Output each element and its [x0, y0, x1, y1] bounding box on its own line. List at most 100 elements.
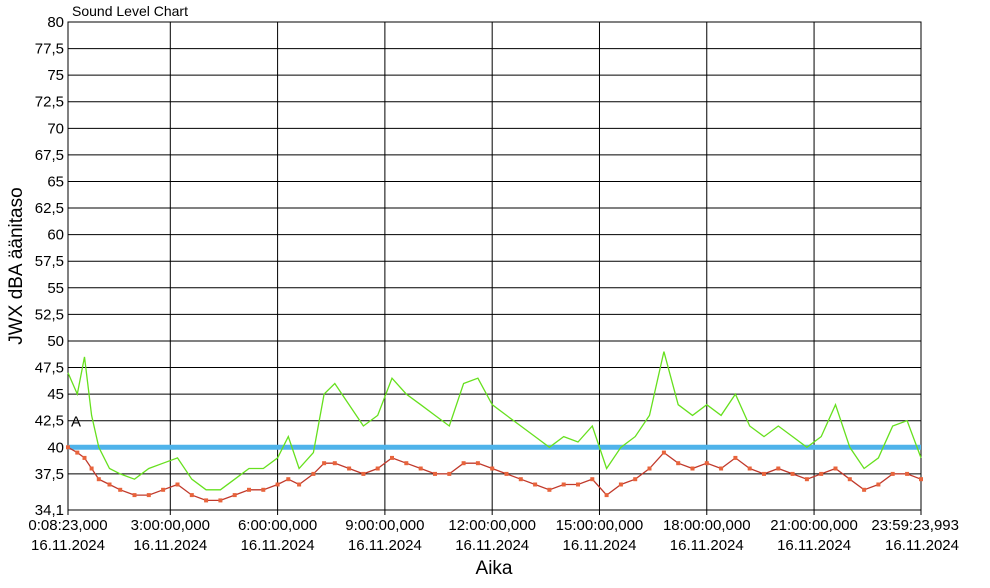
data-point	[461, 461, 466, 466]
x-tick-date: 16.11.2024	[670, 537, 744, 554]
data-point	[132, 493, 137, 498]
data-point	[347, 466, 352, 471]
y-tick-label: 60	[47, 227, 64, 244]
y-tick-label: 37,5	[35, 466, 64, 483]
y-tick-label: 62,5	[35, 200, 64, 217]
data-point	[475, 461, 480, 466]
data-point	[676, 461, 681, 466]
marker-a-label: A	[71, 414, 81, 431]
data-point	[82, 455, 87, 460]
data-point	[332, 461, 337, 466]
x-tick-date: 16.11.2024	[777, 537, 851, 554]
data-point	[618, 482, 623, 487]
data-point	[833, 466, 838, 471]
x-tick-time: 3:00:00,000	[131, 517, 210, 534]
data-point	[66, 445, 70, 450]
data-point	[107, 482, 112, 487]
data-point	[719, 466, 724, 471]
data-point	[762, 471, 766, 476]
data-point	[876, 482, 881, 487]
y-tick-label: 72,5	[35, 94, 64, 111]
y-tick-label: 67,5	[35, 147, 64, 164]
x-tick-labels: 0:08:23,000 16.11.2024 3:00:00,000 16.11.20…	[28, 517, 959, 554]
data-point	[161, 487, 166, 492]
data-point	[590, 477, 595, 482]
data-point	[819, 471, 824, 476]
data-point	[790, 471, 795, 476]
data-point	[661, 450, 666, 455]
y-tick-label: 65	[47, 173, 64, 190]
y-tick-label: 34,1	[35, 502, 64, 519]
data-point	[311, 471, 316, 476]
x-tick-date: 16.11.2024	[31, 537, 105, 554]
data-point	[447, 471, 452, 476]
plot-background	[67, 21, 922, 511]
data-point	[862, 487, 867, 492]
data-point	[547, 487, 552, 492]
data-point	[146, 493, 151, 498]
y-tick-label: 77,5	[35, 41, 64, 58]
x-tick-time: 0:08:23,000	[28, 517, 107, 534]
data-point	[776, 466, 781, 471]
data-point	[204, 498, 209, 503]
data-point	[561, 482, 566, 487]
data-point	[518, 477, 523, 482]
data-point	[218, 498, 223, 503]
y-tick-label: 80	[47, 14, 64, 31]
y-tick-label: 42,5	[35, 413, 64, 430]
data-point	[533, 482, 538, 487]
data-point	[286, 477, 291, 482]
x-tick-date: 16.11.2024	[133, 537, 207, 554]
data-point	[905, 471, 910, 476]
x-tick-time: 12:00:00,000	[448, 517, 536, 534]
data-point	[504, 471, 509, 476]
data-point	[890, 471, 895, 476]
y-tick-label: 45	[47, 386, 64, 403]
data-point	[847, 477, 852, 482]
x-tick-date: 16.11.2024	[562, 537, 636, 554]
x-tick-date: 16.11.2024	[241, 537, 315, 554]
data-point	[96, 477, 101, 482]
grid	[67, 21, 922, 515]
data-point	[690, 466, 695, 471]
data-point	[747, 466, 752, 471]
data-point	[297, 482, 302, 487]
data-point	[375, 466, 380, 471]
y-tick-label: 70	[47, 120, 64, 137]
data-point	[919, 477, 923, 482]
series-max-line	[67, 351, 922, 491]
x-tick-time: 9:00:00,000	[345, 517, 424, 534]
data-point	[390, 455, 394, 460]
data-point	[633, 477, 638, 482]
y-tick-label: 52,5	[35, 306, 64, 323]
data-point	[361, 471, 366, 476]
data-point	[490, 466, 495, 471]
chart-title: Sound Level Chart	[72, 3, 188, 19]
data-point	[175, 482, 180, 487]
data-point	[189, 493, 194, 498]
data-point	[247, 487, 251, 492]
y-tick-label: 75	[47, 67, 64, 84]
data-point	[118, 487, 123, 492]
data-point	[647, 466, 652, 471]
y-tick-label: 40	[47, 439, 64, 456]
x-axis-label: Aika	[476, 558, 513, 579]
data-point	[433, 471, 437, 476]
x-tick-date: 16.11.2024	[455, 537, 529, 554]
x-tick-date: 16.11.2024	[348, 537, 422, 554]
data-point	[75, 450, 80, 455]
data-point	[322, 461, 327, 466]
y-tick-label: 57,5	[35, 253, 64, 270]
series-mean-line	[67, 446, 922, 502]
x-tick-time: 15:00:00,000	[556, 517, 644, 534]
data-point	[604, 493, 609, 498]
x-tick-time: 18:00:00,000	[663, 517, 751, 534]
y-tick-label: 50	[47, 333, 64, 350]
x-tick-time: 6:00:00,000	[238, 517, 317, 534]
y-tick-label: 47,5	[35, 360, 64, 377]
data-point	[232, 493, 237, 498]
data-point	[704, 461, 709, 466]
series-layer	[66, 351, 923, 503]
y-tick-label: 55	[47, 280, 64, 297]
